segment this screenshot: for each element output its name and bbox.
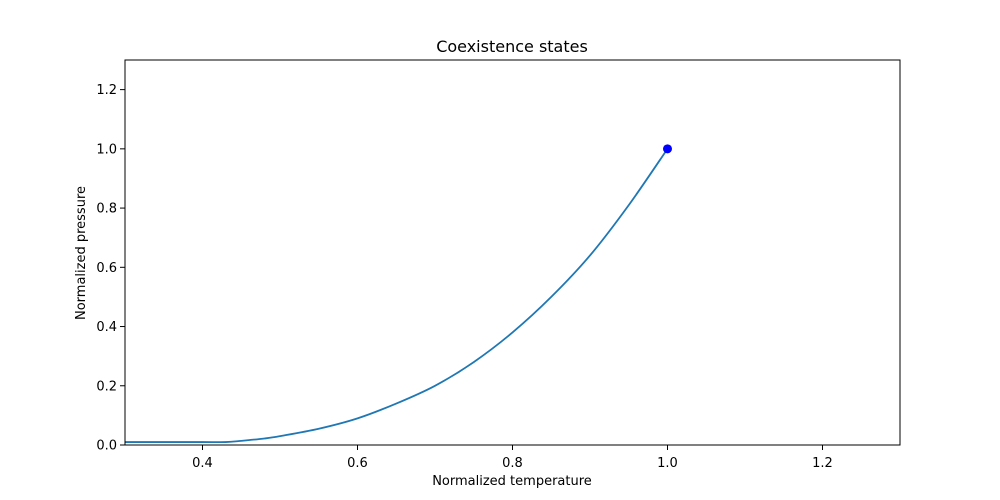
y-axis-label: Normalized pressure (74, 186, 89, 320)
plot-area (125, 144, 672, 444)
x-tick-label: 0.8 (502, 456, 523, 471)
x-tick-label: 1.0 (657, 456, 678, 471)
x-tick-label: 0.4 (192, 456, 213, 471)
y-tick-label: 0.6 (96, 261, 117, 276)
y-tick-label: 0.8 (96, 202, 117, 217)
chart-title: Coexistence states (436, 37, 588, 56)
y-tick-label: 0.4 (96, 320, 117, 335)
x-axis: 0.4 0.6 0.8 1.0 1.2 (192, 445, 833, 471)
y-tick-label: 0.0 (96, 439, 117, 454)
plot-frame (124, 59, 901, 446)
x-axis-label: Normalized temperature (432, 474, 592, 489)
x-tick-label: 0.6 (347, 456, 368, 471)
y-tick-label: 1.0 (96, 142, 117, 157)
y-tick-label: 0.2 (96, 379, 117, 394)
x-tick-label: 1.2 (812, 456, 833, 471)
series-line-0 (125, 148, 669, 444)
y-axis: 0.0 0.2 0.4 0.6 0.8 1.0 1.2 (96, 83, 125, 454)
y-tick-label: 1.2 (96, 83, 117, 98)
critical-point-marker (663, 144, 672, 154)
